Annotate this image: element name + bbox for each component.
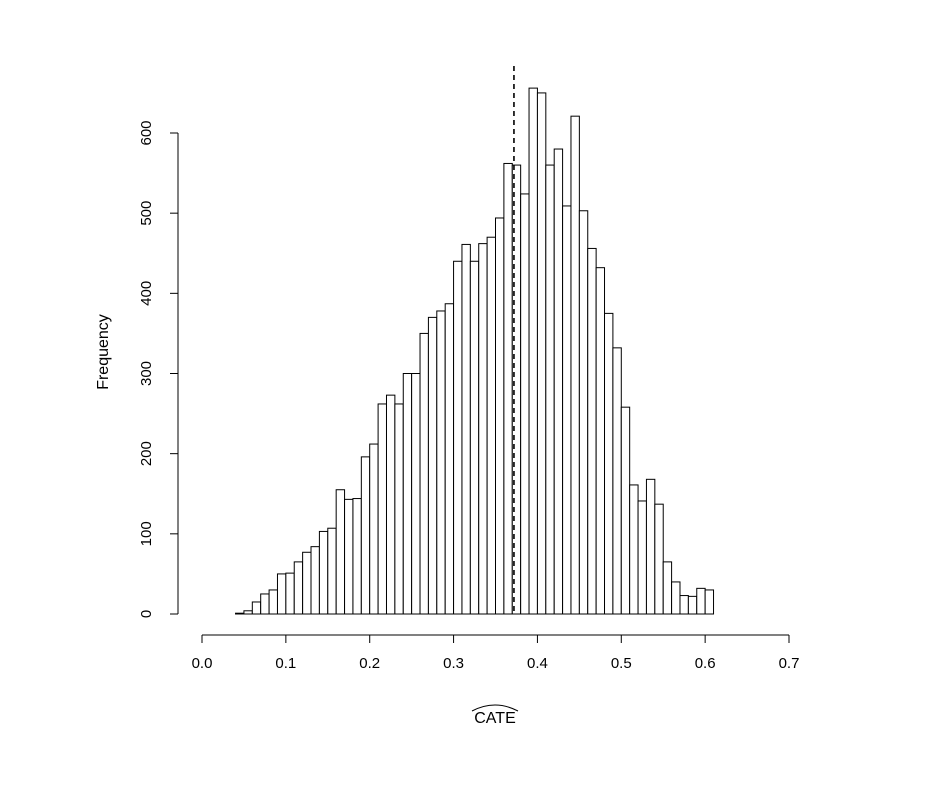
y-tick-label: 600 — [138, 120, 155, 145]
histogram-bar — [637, 500, 647, 615]
y-axis-title: Frequency — [95, 314, 112, 390]
histogram-bar — [536, 92, 547, 615]
histogram-bar — [285, 572, 295, 615]
histogram-bar — [276, 573, 287, 615]
y-tick-label: 0 — [138, 610, 155, 618]
histogram-bar — [461, 243, 471, 615]
histogram-bar — [486, 236, 496, 615]
histogram-bar — [562, 205, 572, 615]
y-tick-label: 400 — [138, 281, 155, 306]
x-axis: 0.0 0.1 0.2 0.3 0.4 0.5 0.6 0.7 — [192, 634, 800, 672]
histogram-bar — [604, 312, 614, 615]
histogram-bar — [478, 243, 488, 615]
x-tick-label: 0.6 — [695, 655, 716, 672]
y-tick-label: 200 — [138, 441, 155, 466]
histogram-bar — [578, 210, 589, 615]
histogram-bar — [453, 260, 463, 615]
histogram-bar — [671, 581, 681, 615]
histogram-bar — [369, 443, 379, 615]
histogram-bar — [612, 347, 622, 615]
histogram-bar — [360, 456, 371, 615]
histogram-bar — [469, 260, 480, 615]
histogram-bar — [545, 164, 555, 615]
y-axis: 0 100 200 300 400 500 600 — [138, 120, 179, 618]
histogram-bar — [268, 589, 278, 615]
x-tick-label: 0.1 — [275, 655, 296, 672]
x-axis-title: CATE — [474, 710, 515, 727]
histogram-bar — [696, 587, 706, 615]
y-tick-label: 300 — [138, 361, 155, 386]
histogram-bar — [335, 489, 346, 615]
histogram-bar — [629, 484, 639, 615]
histogram-bar — [402, 373, 413, 615]
histogram-bar — [302, 551, 312, 615]
histogram-bar — [352, 498, 362, 615]
histogram-bar — [394, 403, 404, 615]
histogram-bar — [377, 403, 387, 615]
x-tick-label: 0.3 — [443, 655, 464, 672]
histogram-bar — [344, 498, 354, 615]
histogram-bar — [293, 561, 304, 615]
x-tick-label: 0.7 — [779, 655, 800, 672]
histogram-bar — [687, 595, 698, 615]
histogram-bar — [587, 247, 597, 615]
histogram-bars — [235, 87, 715, 615]
histogram-bar — [436, 310, 446, 615]
histogram-bar — [528, 87, 538, 615]
y-tick-label: 100 — [138, 521, 155, 546]
histogram-bar — [419, 332, 429, 615]
x-tick-label: 0.2 — [359, 655, 380, 672]
histogram-bar — [260, 593, 270, 615]
histogram-bar — [645, 478, 656, 615]
histogram-bar — [654, 503, 664, 615]
histogram-bar — [318, 530, 329, 615]
x-tick-label: 0.0 — [192, 655, 213, 672]
histogram-bar — [444, 303, 455, 615]
histogram-bar — [411, 373, 421, 615]
histogram-bar — [679, 595, 689, 615]
x-tick-label: 0.4 — [527, 655, 548, 672]
histogram-bar — [427, 316, 438, 615]
x-axis-title-hat — [471, 704, 519, 712]
histogram-bar — [704, 589, 715, 615]
histogram-bar — [251, 601, 262, 615]
histogram-bar — [620, 406, 631, 615]
histogram-bar — [235, 612, 245, 615]
x-tick-label: 0.5 — [611, 655, 632, 672]
histogram-bar — [310, 546, 320, 615]
histogram-bar — [327, 527, 337, 615]
histogram-bar — [570, 115, 580, 615]
histogram-bar — [553, 148, 564, 615]
histogram-bar — [520, 193, 530, 615]
histogram-bar — [385, 394, 396, 615]
histogram-bar — [243, 610, 253, 615]
y-tick-label: 500 — [138, 201, 155, 226]
histogram-bar — [595, 267, 606, 615]
histogram-bar — [662, 561, 673, 615]
histogram-bar — [503, 162, 513, 615]
histogram-bar — [495, 217, 505, 615]
